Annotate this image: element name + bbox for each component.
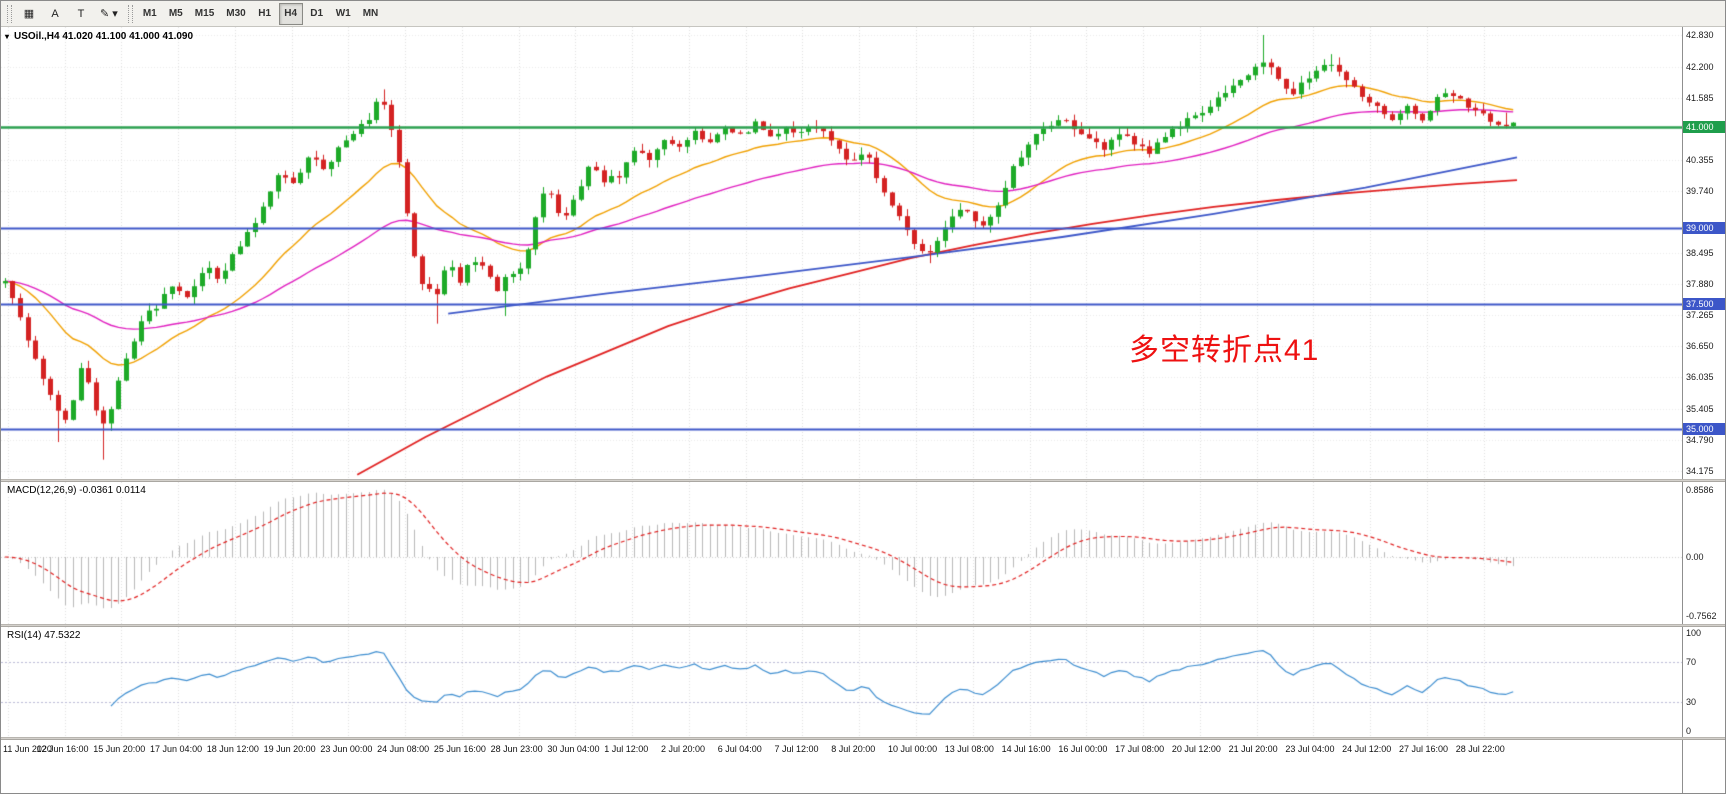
time-axis-label: 24 Jul 12:00 bbox=[1342, 744, 1392, 754]
time-axis-label: 19 Jun 20:00 bbox=[263, 744, 316, 754]
time-axis-label: 30 Jun 04:00 bbox=[547, 744, 600, 754]
rsi-axis-label: 0 bbox=[1686, 726, 1692, 736]
timeframe-m1-button[interactable]: M1 bbox=[138, 3, 162, 25]
price-axis-label: 42.200 bbox=[1686, 61, 1714, 72]
drawing-tools-group: ▦ A T ✎ ▾ bbox=[16, 2, 124, 25]
time-axis-label: 14 Jul 16:00 bbox=[1001, 744, 1051, 754]
chart-annotation-text[interactable]: 多空转折点41 bbox=[1129, 334, 1320, 367]
price-level-tag: 35.000 bbox=[1683, 423, 1725, 436]
symbol-ohlc-header: ▾ USOil.,H4 41.020 41.100 41.000 41.090 bbox=[5, 31, 193, 42]
price-axis-label: 34.175 bbox=[1686, 466, 1714, 476]
time-axis-label: 27 Jul 16:00 bbox=[1398, 744, 1448, 754]
chart-grid-icon-button[interactable]: ▦ bbox=[17, 2, 41, 24]
price-level-tag: 39.000 bbox=[1683, 221, 1725, 234]
macd-axis-label: 0.00 bbox=[1686, 551, 1704, 562]
price-level-tag: 41.000 bbox=[1683, 121, 1725, 134]
timeframe-buttons-group: M1 M5 M15 M30 H1 H4 D1 W1 MN bbox=[137, 2, 384, 25]
timeframe-m5-button[interactable]: M5 bbox=[164, 3, 188, 25]
toolbar-drag-handle[interactable] bbox=[127, 4, 133, 23]
rsi-indicator-label: RSI(14) 47.5322 bbox=[5, 630, 83, 641]
price-axis-label: 36.650 bbox=[1686, 341, 1714, 352]
time-axis-label: 2 Jul 20:00 bbox=[660, 744, 705, 754]
timeframe-h1-button[interactable]: H1 bbox=[253, 3, 277, 25]
time-axis-label: 1 Jul 12:00 bbox=[604, 744, 649, 754]
price-axis-label: 39.740 bbox=[1686, 185, 1714, 196]
macd-indicator-canvas[interactable] bbox=[1, 482, 1684, 624]
price-level-tag: 37.500 bbox=[1683, 297, 1725, 310]
price-axis-label: 37.265 bbox=[1686, 310, 1714, 321]
timeframe-mn-button[interactable]: MN bbox=[358, 3, 384, 25]
timeframe-m15-button[interactable]: M15 bbox=[190, 3, 219, 25]
macd-axis-label: -0.7562 bbox=[1686, 611, 1717, 621]
time-axis-label: 15 Jun 20:00 bbox=[93, 744, 146, 754]
price-scale[interactable]: 42.830 42.200 41.585 40.355 39.740 38.495 37.8… bbox=[1682, 27, 1725, 793]
macd-axis-label: 0.8586 bbox=[1686, 485, 1714, 495]
pen-color-tool-button[interactable]: ✎ ▾ bbox=[95, 2, 123, 24]
pane-separator[interactable] bbox=[1, 737, 1725, 740]
rsi-axis-label: 70 bbox=[1686, 657, 1697, 668]
timeframe-d1-button[interactable]: D1 bbox=[305, 3, 329, 25]
time-axis-label: 20 Jul 12:00 bbox=[1171, 744, 1221, 754]
time-axis-label: 13 Jul 08:00 bbox=[944, 744, 994, 754]
price-axis-label: 36.035 bbox=[1686, 372, 1714, 383]
pane-separator[interactable] bbox=[1, 479, 1725, 482]
time-axis-label: 23 Jul 04:00 bbox=[1285, 744, 1335, 754]
time-axis-label: 28 Jul 22:00 bbox=[1455, 744, 1505, 754]
price-chart-canvas[interactable] bbox=[1, 27, 1684, 479]
price-axis-label: 42.830 bbox=[1686, 30, 1714, 40]
timeframe-h4-button[interactable]: H4 bbox=[278, 2, 303, 25]
macd-indicator-label: MACD(12,26,9) -0.0361 0.0114 bbox=[5, 485, 148, 496]
price-axis-label: 37.880 bbox=[1686, 279, 1714, 290]
pane-separator[interactable] bbox=[1, 624, 1725, 627]
time-axis-label: 11 Jun 2020 bbox=[3, 744, 52, 754]
time-axis-label: 21 Jul 20:00 bbox=[1228, 744, 1278, 754]
time-axis-label: 12 Jun 16:00 bbox=[36, 744, 89, 754]
time-axis-label: 16 Jul 00:00 bbox=[1058, 744, 1108, 754]
price-axis-label: 40.355 bbox=[1686, 154, 1714, 165]
price-axis-label: 35.405 bbox=[1686, 404, 1714, 415]
time-axis-label: 18 Jun 12:00 bbox=[206, 744, 259, 754]
time-axis-label: 28 Jun 23:00 bbox=[490, 744, 543, 754]
timeframe-w1-button[interactable]: W1 bbox=[331, 3, 356, 25]
top-toolbar: ▦ A T ✎ ▾ M1 M5 M15 M30 H1 H4 D1 W1 MN bbox=[1, 1, 1725, 27]
rsi-indicator-canvas[interactable] bbox=[1, 627, 1684, 737]
time-axis-label: 7 Jul 12:00 bbox=[774, 744, 819, 754]
time-axis-label: 6 Jul 04:00 bbox=[717, 744, 762, 754]
time-axis-label: 23 Jun 00:00 bbox=[320, 744, 373, 754]
rsi-axis-label: 100 bbox=[1686, 628, 1702, 638]
time-axis[interactable]: 11 Jun 2020 12 Jun 16:00 15 Jun 20:00 17 Ju… bbox=[1, 740, 1684, 793]
time-axis-label: 10 Jul 00:00 bbox=[888, 744, 938, 754]
collapse-triangle-icon[interactable]: ▾ bbox=[5, 32, 10, 41]
price-axis-label: 41.585 bbox=[1686, 92, 1714, 103]
time-axis-label: 8 Jul 20:00 bbox=[831, 744, 876, 754]
time-axis-label: 17 Jul 08:00 bbox=[1115, 744, 1165, 754]
time-axis-label: 25 Jun 16:00 bbox=[433, 744, 486, 754]
font-label-tool-button[interactable]: A bbox=[43, 3, 67, 25]
time-axis-label: 17 Jun 04:00 bbox=[150, 744, 203, 754]
toolbar-drag-handle[interactable] bbox=[7, 4, 12, 23]
timeframe-m30-button[interactable]: M30 bbox=[221, 3, 250, 25]
price-axis-label: 34.790 bbox=[1686, 435, 1714, 446]
rsi-axis-label: 30 bbox=[1686, 696, 1697, 707]
symbol-ohlc-text: USOil.,H4 41.020 41.100 41.000 41.090 bbox=[14, 31, 194, 42]
time-axis-label: 24 Jun 08:00 bbox=[377, 744, 430, 754]
price-axis-label: 38.495 bbox=[1686, 248, 1714, 259]
text-tool-button[interactable]: T bbox=[69, 3, 93, 25]
